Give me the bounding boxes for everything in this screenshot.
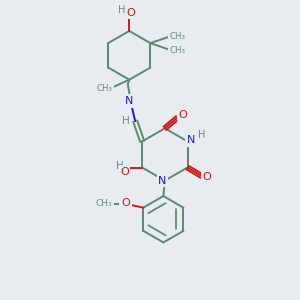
Text: O: O <box>178 110 187 120</box>
Text: O: O <box>126 8 135 17</box>
Text: H: H <box>118 4 126 15</box>
Text: CH₃: CH₃ <box>96 199 112 208</box>
Text: N: N <box>158 176 167 186</box>
Text: CH₃: CH₃ <box>169 32 185 40</box>
Text: CH₃: CH₃ <box>169 46 185 55</box>
Text: N: N <box>187 135 195 145</box>
Text: N: N <box>125 96 134 106</box>
Text: H: H <box>116 161 124 171</box>
Text: O: O <box>121 198 130 208</box>
Text: H: H <box>122 116 130 126</box>
Text: O: O <box>120 167 129 177</box>
Text: O: O <box>202 172 211 182</box>
Text: H: H <box>198 130 206 140</box>
Text: CH₃: CH₃ <box>97 84 112 93</box>
